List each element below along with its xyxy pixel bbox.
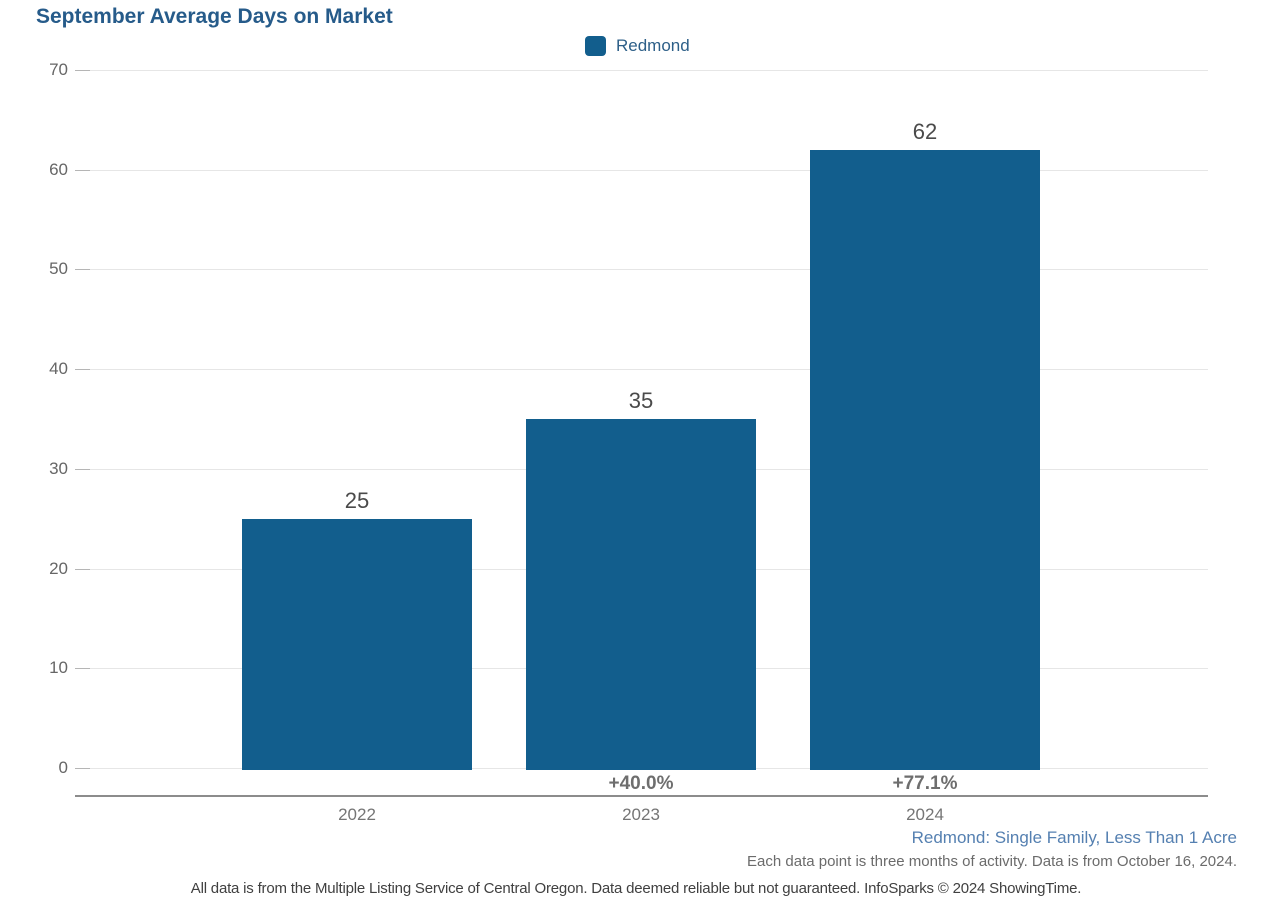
y-axis-tick-label: 20 (49, 559, 68, 578)
bar-value-label: 35 (628, 388, 654, 413)
y-axis-tick-label: 60 (49, 160, 68, 179)
y-axis-tick-label: 40 (49, 359, 68, 378)
bar-2024[interactable] (810, 150, 1040, 770)
x-axis-label-2023: 2023 (622, 805, 660, 824)
y-axis-tick-label: 50 (49, 259, 68, 278)
y-gridline (90, 369, 1208, 370)
y-axis-tick-label: 0 (58, 758, 68, 777)
x-axis-label-2022: 2022 (338, 805, 376, 824)
y-axis-tick (75, 569, 90, 570)
y-axis-tick-label: 70 (49, 60, 68, 79)
legend-swatch-icon (585, 36, 606, 56)
series-description-note: Redmond: Single Family, Less Than 1 Acre (911, 828, 1237, 847)
legend-label: Redmond (616, 36, 690, 55)
y-axis-tick (75, 70, 90, 71)
percent-change-label: +77.1% (892, 773, 958, 794)
x-axis-label-2024: 2024 (906, 805, 944, 824)
y-axis-tick-label: 30 (49, 459, 68, 478)
y-axis-tick (75, 369, 90, 370)
y-axis-tick-label: 10 (49, 658, 68, 677)
bar-value-label: 25 (344, 488, 370, 513)
y-axis-tick (75, 668, 90, 669)
x-axis-line (75, 795, 1208, 797)
y-gridline (90, 269, 1208, 270)
disclaimer-text: All data is from the Multiple Listing Se… (190, 880, 1082, 897)
bar-2023[interactable] (526, 419, 756, 770)
percent-change-label: +40.0% (608, 773, 674, 794)
bar-value-label: 62 (912, 119, 938, 144)
legend-item-redmond[interactable]: Redmond (585, 36, 690, 56)
data-date-note: Each data point is three months of activ… (747, 853, 1237, 870)
y-axis-tick (75, 768, 90, 769)
y-axis-tick (75, 170, 90, 171)
y-gridline (90, 70, 1208, 71)
bar-2022[interactable] (242, 519, 472, 770)
y-gridline (90, 170, 1208, 171)
y-axis-tick (75, 469, 90, 470)
y-axis-tick (75, 269, 90, 270)
chart-title: September Average Days on Market (36, 5, 393, 28)
